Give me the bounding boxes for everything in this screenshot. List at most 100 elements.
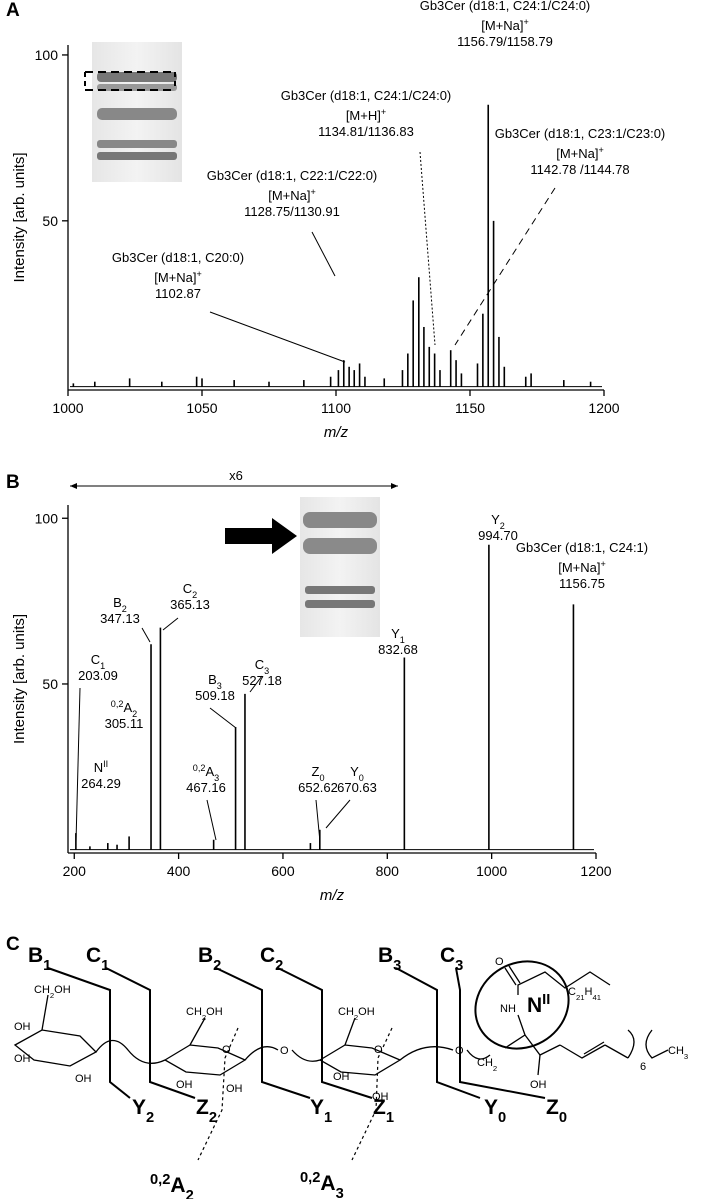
text-run: [M+Na] [556,146,598,161]
supscript: + [600,559,605,569]
chemical-group: O [374,1044,383,1056]
text-run: OH [530,1079,547,1091]
annotation-connector [209,311,346,363]
text-run: [M+Na] [268,188,310,203]
peak-annotation-name: Gb3Cer (d18:1, C24:1) [516,540,648,555]
subscript: 3 [684,1052,688,1061]
annotation-connector [454,187,556,346]
peak-annotation-ion: Y1 [391,626,405,645]
peak-annotation-mz: 365.13 [170,597,210,612]
supscript: 0,2 [150,1172,170,1188]
text-run: Z [546,1096,559,1119]
y-axis-title: Intensity [arb. units] [11,152,28,282]
subscript: 2 [122,604,127,614]
peak-annotation-ion: [M+Na]+ [558,559,606,575]
y-tick-label: 100 [35,47,59,63]
peak-annotation-name: Gb3Cer (d18:1, C24:1/C24:0) [281,88,452,103]
supscript: + [310,187,315,197]
chemical-group: OH [14,1053,31,1065]
subscript: 21 [576,993,585,1002]
text-run: Gb3Cer (d18:1, C24:1/C24:0) [420,0,591,13]
text-run: CH [186,1006,202,1018]
supscript: 0,2 [300,1170,320,1186]
text-run: 365.13 [170,597,210,612]
peak-annotation-mz: 203.09 [78,668,118,683]
text-run: Z [311,764,319,779]
annotation-connector [325,799,351,829]
text-run: OH [358,1006,375,1018]
peak-annotation-ion: [M+Na]+ [481,17,529,33]
peak-annotation-mz: 305.11 [105,716,144,731]
supscript: 0,2 [193,763,206,773]
peak-annotation-ion: NII [94,759,108,775]
text-run: Gb3Cer (d18:1, C20:0) [112,250,244,265]
text-run: 1156.79/1158.79 [457,34,553,49]
peak-annotation-ion: C1 [91,652,105,671]
peak-annotation-name: Gb3Cer (d18:1, C24:1/C24:0) [420,0,591,13]
text-run: Y [310,1096,324,1119]
subscript: 0 [498,1110,506,1126]
text-run: Gb3Cer (d18:1, C24:1/C24:0) [281,88,452,103]
text-run: [M+Na] [154,270,196,285]
subscript: 3 [217,681,222,691]
text-run: [M+Na] [558,560,600,575]
peak-annotation-ion: Y0 [350,764,364,783]
text-run: Z [196,1096,209,1119]
text-run: O [455,1045,464,1057]
text-run: 6 [640,1061,646,1073]
text-run: O [374,1044,383,1056]
structure [13,960,669,1076]
text-run: A [123,700,132,715]
chemical-group: OH [530,1079,547,1091]
cross-ring-label: 0,2A3 [300,1170,344,1199]
chemical-group: CH2OH [338,1006,375,1022]
subscript: 2 [500,521,505,531]
panel-label: C [6,934,20,955]
text-run: C [568,986,576,998]
peak-annotation-mz: 994.70 [478,528,518,543]
text-run: 509.18 [195,688,235,703]
supscript: + [196,269,201,279]
text-run: CH [668,1045,684,1057]
fragment-label: B2 [198,944,221,974]
text-run: N [94,760,103,775]
text-run: O [495,956,504,968]
fragment-label: Z1 [373,1096,394,1126]
gel-inset [225,497,380,637]
peak-annotation-mz: 1156.79/1158.79 [457,34,553,49]
peak-annotation-name: Gb3Cer (d18:1, C23:1/C23:0) [495,126,666,141]
peak-annotation-mz: 347.13 [100,611,140,626]
subscript: 3 [455,958,463,974]
chemical-group: O [455,1045,464,1057]
panel-label: B [6,472,20,493]
text-run: 1156.75 [559,576,605,591]
peak-annotation-ion: C2 [183,581,197,600]
chemical-group: OH [226,1083,243,1095]
text-run: N [527,994,542,1017]
subscript: 2 [132,709,137,719]
text-run: B [208,672,217,687]
chemical-group: OH [14,1021,31,1033]
chemical-group: 6 [640,1061,646,1073]
annotation-connector [315,799,321,843]
text-run: OH [226,1083,243,1095]
fragment-cleavage-lines [47,967,546,1099]
peak-annotation-ion: Z0 [311,764,324,783]
peak-annotation-ion: 0,2A3 [193,763,219,783]
chemical-group: CH3 [668,1045,688,1061]
subscript: 1 [43,958,51,974]
text-run: Gb3Cer (d18:1, C22:1/C22:0) [207,168,378,183]
text-run: C [91,652,100,667]
text-run: 832.68 [378,642,418,657]
fragment-label: Z2 [196,1096,217,1126]
text-run: 527.18 [242,673,282,688]
annotation-connector [419,151,436,346]
annotation-connector [209,707,237,729]
annotation-connector [206,799,217,841]
text-run: 994.70 [478,528,518,543]
subscript: 2 [493,1064,497,1073]
x-axis-title: m/z [320,887,345,904]
x-tick-label: 1100 [321,400,351,416]
text-run: OH [176,1079,193,1091]
text-run: C [255,657,264,672]
